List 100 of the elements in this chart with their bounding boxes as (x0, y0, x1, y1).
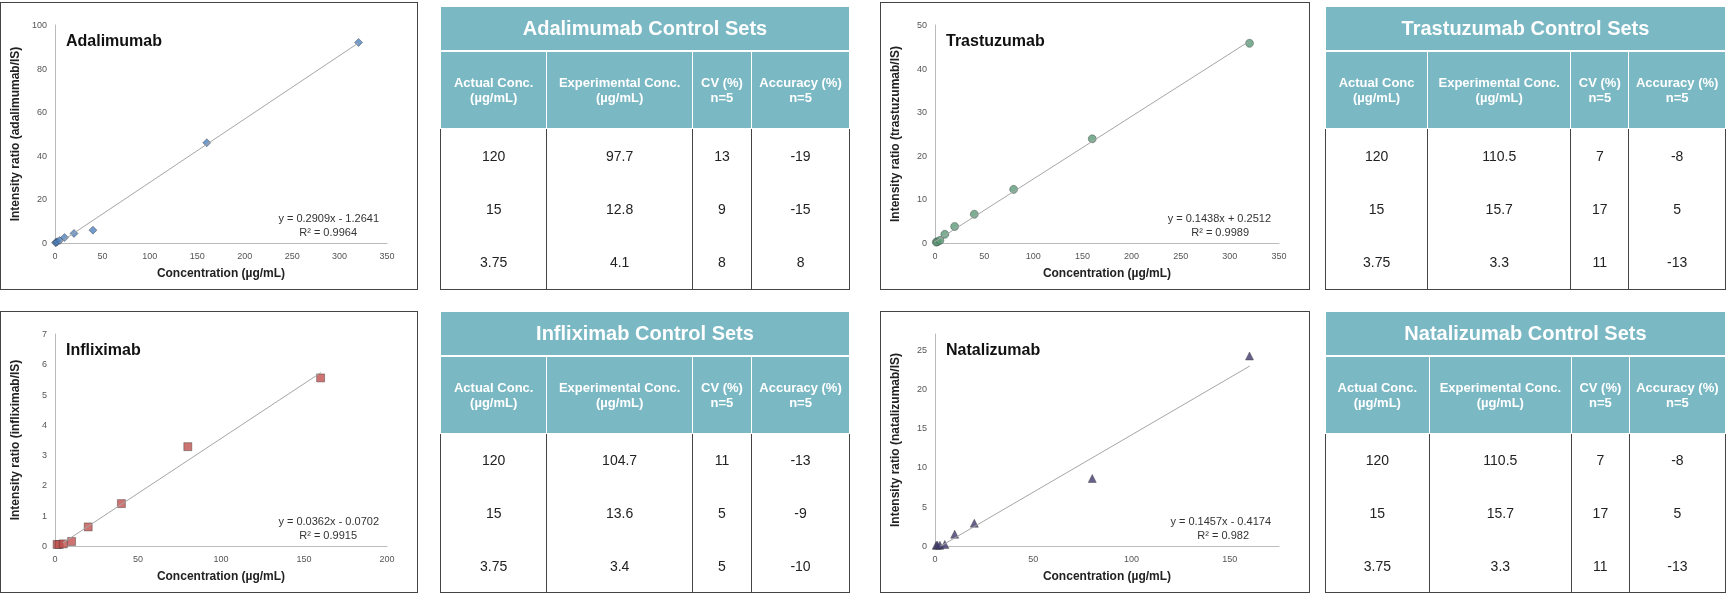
text: 15 (440, 486, 547, 539)
x-tick-label: 50 (132, 553, 144, 564)
x-tick-label: 100 (1025, 250, 1041, 261)
text: 3.3 (1427, 235, 1571, 290)
text: 5 (692, 539, 752, 593)
y-tick-label: 5 (41, 389, 47, 400)
x-axis-title: Concentration (µg/mL) (1042, 569, 1172, 583)
text: 15 (1325, 486, 1430, 539)
text: 11 (1571, 539, 1630, 593)
y-tick-label: 60 (36, 107, 47, 118)
x-tick-label: 50 (1028, 553, 1039, 564)
x-tick-label: 150 (296, 553, 312, 564)
x-tick-label: 0 (932, 553, 938, 564)
y-tick-label: 20 (916, 150, 927, 161)
y-tick-label: 5 (921, 501, 927, 512)
text: -8 (1628, 128, 1726, 183)
text: 15 (1325, 182, 1428, 236)
text: -9 (751, 486, 850, 539)
annotation: y = 0.1457x - 0.4174 (1170, 514, 1272, 527)
category-label: Experimental Conc. (µg/mL) (546, 50, 693, 129)
x-tick-label: 250 (284, 250, 300, 261)
text: Natalizumab Control Sets (1325, 311, 1726, 356)
x-tick-label: 200 (379, 553, 395, 564)
annotation: R² = 0.9915 (299, 528, 358, 541)
y-tick-label: 10 (916, 462, 927, 473)
y-tick-label: 1 (41, 510, 47, 521)
y-tick-label: 20 (36, 194, 47, 205)
text: -15 (751, 182, 850, 236)
y-tick-label: 20 (916, 383, 927, 394)
x-tick-label: 150 (1074, 250, 1090, 261)
text: 17 (1570, 182, 1629, 236)
text: 3.75 (1325, 539, 1430, 593)
y-tick-label: 2 (41, 480, 47, 491)
y-tick-label: 100 (31, 20, 47, 30)
x-tick-label: 100 (1124, 553, 1140, 564)
text: -13 (1629, 539, 1726, 593)
text: 5 (1629, 486, 1726, 539)
y-axis-title: Intensity ratio (natalizumab/IS) (888, 352, 902, 528)
y-tick-label: 40 (916, 63, 927, 74)
text: 11 (692, 433, 752, 487)
category-label: Actual Conc. (µg/mL) (440, 50, 547, 129)
x-tick-label: 0 (52, 250, 58, 261)
x-tick-label: 350 (1271, 250, 1287, 261)
annotation: R² = 0.982 (1197, 528, 1249, 541)
text: Infliximab Control Sets (440, 311, 850, 356)
y-tick-label: 0 (41, 238, 47, 248)
text: 15 (440, 182, 547, 236)
text: 120 (440, 128, 547, 183)
y-tick-label: 6 (41, 359, 47, 370)
text: -10 (751, 539, 850, 593)
text: Adalimumab Control Sets (440, 6, 850, 51)
y-tick-label: 3 (41, 450, 47, 461)
text: 97.7 (546, 128, 693, 183)
y-tick-label: 15 (916, 423, 927, 434)
category-label: Actual Conc. (µg/mL) (440, 355, 547, 434)
text: 120 (440, 433, 547, 487)
text: 3.4 (546, 539, 693, 593)
text: 4.1 (546, 235, 693, 290)
text: 3.75 (1325, 235, 1428, 290)
category-label: Accuracy (%) n=5 (1629, 355, 1726, 434)
x-axis-title: Concentration (µg/mL) (156, 569, 286, 583)
chart-title: Natalizumab (946, 340, 1041, 358)
x-tick-label: 150 (1222, 553, 1238, 564)
text: -13 (751, 433, 850, 487)
text: 17 (1571, 486, 1630, 539)
y-axis-title: Intensity ratio (adalimumab/IS) (8, 46, 22, 222)
category-label: Accuracy (%) n=5 (1628, 50, 1726, 129)
x-tick-label: 200 (1124, 250, 1140, 261)
x-tick-label: 100 (142, 250, 158, 261)
text: 11 (1570, 235, 1629, 290)
x-tick-label: 0 (932, 250, 938, 261)
annotation: y = 0.2909x - 1.2641 (278, 211, 380, 224)
x-tick-label: 0 (52, 553, 58, 564)
category-label: Experimental Conc. (µg/mL) (1427, 50, 1571, 129)
text: 120 (1325, 433, 1430, 487)
text: 13.6 (546, 486, 693, 539)
category-label: Experimental Conc. (µg/mL) (1429, 355, 1572, 434)
category-label: CV (%) n=5 (692, 50, 752, 129)
text: 7 (1571, 433, 1630, 487)
text: 3.75 (440, 539, 547, 593)
x-tick-label: 300 (332, 250, 348, 261)
x-axis-title: Concentration (µg/mL) (1042, 266, 1172, 280)
text: 5 (1628, 182, 1726, 236)
text: 9 (692, 182, 752, 236)
text: -8 (1629, 433, 1726, 487)
y-tick-label: 40 (36, 150, 47, 161)
category-label: Accuracy (%) n=5 (751, 355, 850, 434)
y-tick-label: 4 (41, 419, 47, 430)
annotation: y = 0.0362x - 0.0702 (278, 514, 380, 527)
x-tick-label: 50 (97, 250, 108, 261)
y-tick-label: 0 (921, 238, 927, 248)
y-axis-title: Intensity ratio (trastuzumab/IS) (888, 45, 902, 223)
annotation: R² = 0.9964 (299, 225, 358, 238)
text: 120 (1325, 128, 1428, 183)
text: Trastuzumab Control Sets (1325, 6, 1726, 51)
text: 13 (692, 128, 752, 183)
text: 104.7 (546, 433, 693, 487)
x-tick-label: 100 (213, 553, 229, 564)
text: 3.3 (1429, 539, 1572, 593)
category-label: CV (%) n=5 (1571, 355, 1630, 434)
